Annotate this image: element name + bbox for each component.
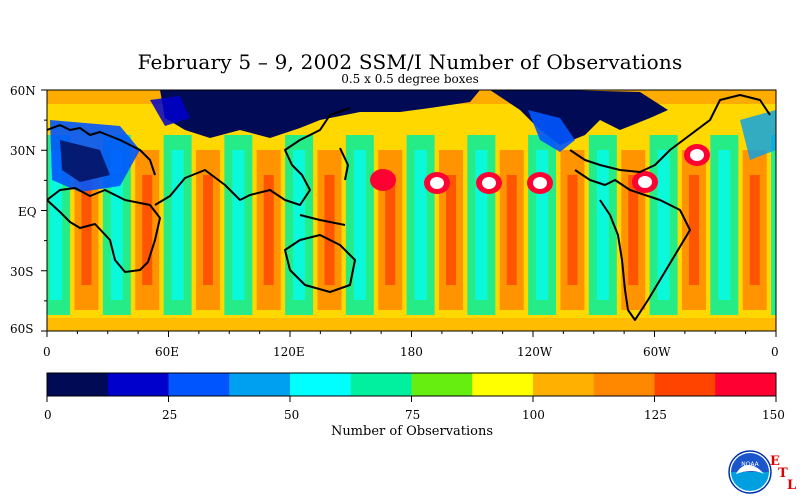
swath-band-high — [81, 175, 92, 285]
swath-band-high — [749, 175, 760, 285]
map-subtitle: 0.5 x 0.5 degree boxes — [341, 72, 479, 86]
colorbar-cell — [593, 373, 655, 396]
dark-land-region — [60, 140, 110, 182]
map-title: February 5 – 9, 2002 SSM/I Number of Obs… — [137, 50, 683, 74]
colorbar-cell — [47, 373, 109, 396]
lon-label-180: 180 — [400, 345, 423, 359]
swath-band-low — [171, 150, 184, 300]
lon-label-120w: 120W — [517, 345, 553, 359]
swath-band-high — [202, 175, 213, 285]
swath-band-high — [385, 175, 396, 285]
colorbar-cell — [107, 373, 169, 396]
swath-band-low — [353, 150, 366, 300]
swath-band-high — [324, 175, 335, 285]
colorbar-cell — [168, 373, 230, 396]
cbar-tick-150: 150 — [762, 408, 785, 422]
colorbar-cell — [290, 373, 352, 396]
credit-letter-e: E — [770, 454, 780, 469]
saturation-spot — [430, 177, 444, 189]
lon-label-60e: 60E — [155, 345, 180, 359]
swath-band-high — [47, 318, 776, 331]
saturation-spot — [482, 177, 496, 189]
coastlines — [47, 94, 771, 321]
swath-band-high — [445, 175, 456, 285]
swath-band-low — [771, 135, 776, 315]
lat-label-60n: 60N — [10, 84, 36, 98]
logo-text: NOAA — [741, 461, 759, 468]
lon-label-120e: 120E — [273, 345, 305, 359]
colorbar-cell — [533, 373, 595, 396]
dark-land-region — [150, 96, 190, 126]
colorbar-cell — [411, 373, 473, 396]
dark-land-region — [528, 110, 575, 152]
cbar-tick-0: 0 — [44, 408, 52, 422]
dark-land-region — [490, 90, 668, 145]
saturation-spot — [533, 177, 547, 189]
swath-band-high — [688, 175, 699, 285]
swath-band-low — [596, 150, 609, 300]
lat-label-60s: 60S — [10, 322, 34, 336]
swath-band-high — [567, 175, 578, 285]
colorbar-cell — [472, 373, 534, 396]
saturation-spot — [638, 176, 652, 188]
swath-band-high — [506, 175, 517, 285]
cbar-tick-50: 50 — [284, 408, 300, 422]
lon-label-60w: 60W — [643, 345, 671, 359]
cbar-tick-75: 75 — [405, 408, 421, 422]
colorbar-label: Number of Observations — [330, 424, 494, 439]
lon-label-0: 0 — [43, 345, 51, 359]
cbar-tick-125: 125 — [644, 408, 667, 422]
lat-label-30n: 30N — [10, 144, 36, 158]
dark-land-region — [740, 110, 776, 160]
swath-band-low — [718, 150, 731, 300]
colorbar-cell — [654, 373, 716, 396]
high-count-spot — [370, 169, 396, 191]
lat-label-30s: 30S — [10, 265, 34, 279]
swath-band-high — [628, 175, 639, 285]
saturation-spot — [690, 149, 704, 161]
swath-band-low — [293, 150, 306, 300]
colorbar-cell — [350, 373, 412, 396]
swath-band-low — [232, 150, 245, 300]
noaa-logo-icon: NOAA — [728, 450, 772, 494]
swath-band-high — [142, 175, 153, 285]
credit-letter-l: L — [787, 478, 797, 493]
colorbar-cell — [715, 373, 777, 396]
swath-band-high — [263, 175, 274, 285]
saturation-spots — [370, 144, 710, 194]
lat-label-eq: EQ — [18, 205, 37, 219]
credit-letter-t: T — [778, 466, 788, 481]
dark-land-region — [160, 90, 480, 138]
colorbar-cell — [229, 373, 291, 396]
swath-band-low — [110, 150, 123, 300]
lon-label-0-end: 0 — [771, 345, 779, 359]
cbar-tick-100: 100 — [522, 408, 545, 422]
swath-band-low — [657, 150, 670, 300]
cbar-tick-25: 25 — [162, 408, 178, 422]
swath-band-low — [50, 150, 63, 300]
swath-band-low — [414, 150, 427, 300]
